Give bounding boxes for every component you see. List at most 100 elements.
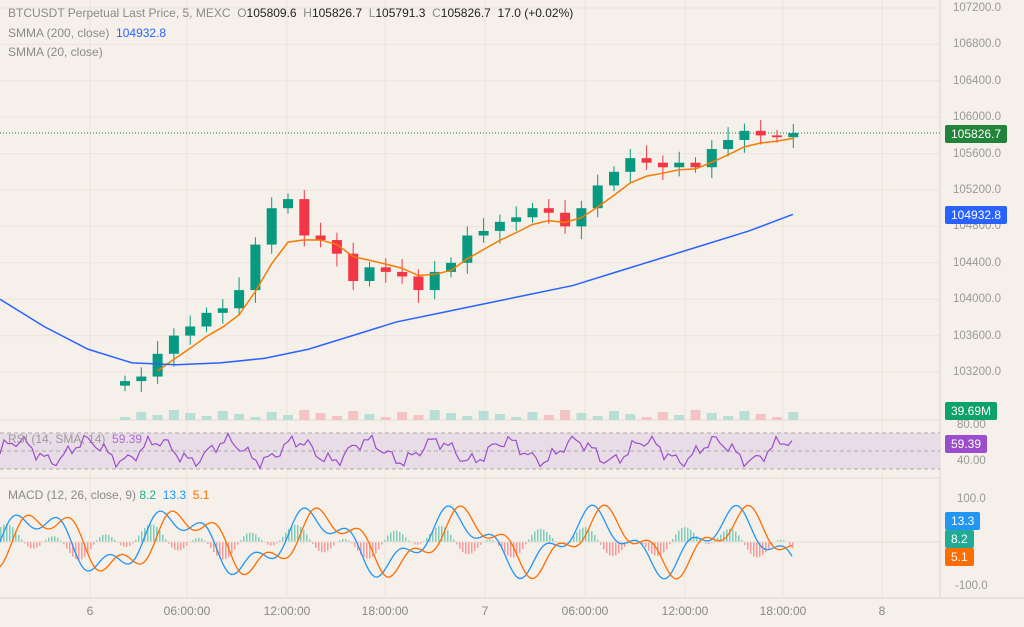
candle-body (331, 240, 342, 254)
macd-histogram-bar (285, 532, 287, 542)
macd-histogram-bar (282, 536, 284, 542)
macd-histogram-bar (441, 525, 443, 542)
macd-histogram-bar (225, 542, 227, 560)
macd-histogram-bar (756, 542, 758, 558)
macd-histogram-bar (486, 540, 488, 542)
macd-histogram-bar (744, 542, 746, 545)
volume-bar (706, 413, 717, 420)
smma200-label: SMMA (200, close) (8, 26, 110, 40)
hist-tag: 8.2 (945, 530, 974, 548)
macd-histogram-bar (618, 542, 620, 554)
volume-bar (429, 410, 440, 420)
macd-histogram-bar (375, 542, 377, 554)
macd-histogram-bar (705, 542, 707, 544)
macd-histogram-bar (675, 534, 677, 542)
macd-histogram-bar (462, 542, 464, 553)
macd-histogram-bar (354, 542, 356, 547)
macd-histogram-bar (192, 540, 194, 542)
candle-body (315, 235, 326, 241)
macd-histogram-bar (528, 539, 530, 542)
macd-histogram-bar (12, 527, 14, 542)
candle-body (494, 221, 505, 231)
macd-histogram-bar (588, 528, 590, 542)
candle-body (592, 185, 603, 209)
volume-bar (152, 415, 163, 420)
volume-bar (625, 414, 636, 420)
macd-legend[interactable]: MACD (12, 26, close, 9) 8.2 13.3 5.1 (8, 488, 209, 502)
macd-histogram-bar (513, 542, 515, 558)
macd-histogram-bar (153, 524, 155, 542)
volume-bar (397, 412, 408, 420)
smma20-legend[interactable]: SMMA (20, close) (8, 45, 103, 59)
candle-body (511, 217, 522, 222)
macd-histogram-bar (465, 542, 467, 554)
macd-histogram-bar (9, 524, 11, 542)
macd-histogram-bar (432, 530, 434, 542)
candle-body (527, 208, 538, 218)
macd-histogram-bar (147, 525, 149, 542)
volume-bar (201, 416, 212, 420)
volume-bar (494, 414, 505, 420)
macd-histogram-bar (195, 538, 197, 542)
price-axis-label: 105600.0 (953, 147, 1001, 160)
candle-body (657, 162, 668, 168)
candle-body (674, 162, 685, 168)
macd-histogram-bar (60, 540, 62, 542)
macd-histogram-bar (102, 534, 104, 542)
volume-bar (657, 412, 668, 420)
macd-histogram-bar (678, 530, 680, 542)
rsi-tag: 59.39 (945, 435, 988, 453)
volume-bar (446, 413, 456, 420)
volume-bar (364, 414, 375, 420)
macd-histogram-bar (672, 539, 674, 542)
time-axis-label: 7 (481, 604, 489, 618)
candle-body (250, 244, 261, 291)
candle-body (168, 335, 179, 354)
macd-histogram-bar (84, 542, 86, 558)
macd-histogram-bar (540, 528, 542, 542)
macd-histogram-bar (129, 542, 131, 546)
candle-body (462, 235, 473, 263)
volume-bar (315, 413, 326, 420)
price-axis-label: 106800.0 (953, 38, 1001, 51)
smma200-legend[interactable]: SMMA (200, close) 104932.8 (8, 26, 166, 40)
volume-bar (543, 415, 554, 420)
macd-histogram-bar (75, 542, 77, 560)
macd-histogram-bar (33, 542, 35, 549)
macd-histogram-bar (231, 542, 233, 554)
macd-histogram-bar (198, 537, 200, 542)
macd-histogram-bar (345, 539, 347, 542)
macd-histogram-bar (366, 542, 368, 559)
macd-histogram-bar (213, 542, 215, 553)
macd-histogram-bar (648, 542, 650, 551)
macd-histogram-bar (414, 542, 416, 545)
volume-bar (576, 413, 587, 420)
candle-body (641, 158, 652, 163)
macd-histogram-bar (54, 536, 56, 542)
macd-histogram-bar (450, 534, 452, 542)
volume-bar (641, 417, 652, 420)
macd-histogram-bar (720, 534, 722, 542)
price-axis-label: 103600.0 (953, 329, 1001, 342)
macd-histogram-bar (621, 542, 623, 551)
rsi-legend[interactable]: RSI (14, SMA, 14) 59.39 (8, 432, 142, 446)
signal-tag: 5.1 (945, 548, 974, 566)
macd-histogram-bar (489, 539, 491, 542)
volume-bar (609, 411, 619, 420)
macd-histogram-bar (168, 542, 170, 544)
low-label: L (368, 6, 376, 20)
macd-histogram-bar (783, 540, 785, 542)
volume-bar (185, 413, 196, 420)
macd-histogram-bar (174, 542, 176, 550)
macd-histogram-bar (576, 532, 578, 542)
macd-histogram-bar (45, 539, 47, 542)
macd-histogram-bar (312, 542, 314, 545)
macd-histogram-bar (510, 542, 512, 558)
macd-histogram-bar (276, 542, 278, 544)
macd-histogram-bar (108, 535, 110, 542)
macd-histogram-bar (426, 537, 428, 542)
macd-histogram-bar (396, 530, 398, 542)
candle-body (217, 308, 228, 313)
volume-bar (413, 415, 424, 420)
